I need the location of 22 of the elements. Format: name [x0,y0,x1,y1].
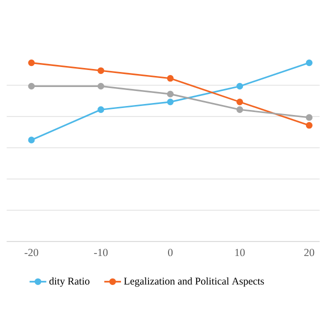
point [166,75,174,82]
point [236,106,244,113]
point [98,67,104,74]
x-tick-label: 10 [235,248,245,256]
point [306,122,313,129]
point [166,98,174,106]
point [28,82,35,90]
point [166,90,174,98]
point [28,60,35,66]
point [98,106,104,113]
legend-label: dity Ratio [49,277,90,287]
legend-label: Legalization and Political Aspects [124,277,264,287]
x-tick-label: 20 [304,248,314,256]
x-tick-label: 0 [168,248,173,256]
point [236,98,244,106]
point [28,136,35,144]
x-tick-label: -10 [94,248,108,256]
point [98,82,104,90]
point [306,60,313,66]
x-tick-label: -20 [24,248,38,256]
point [306,114,313,121]
point [236,82,244,90]
